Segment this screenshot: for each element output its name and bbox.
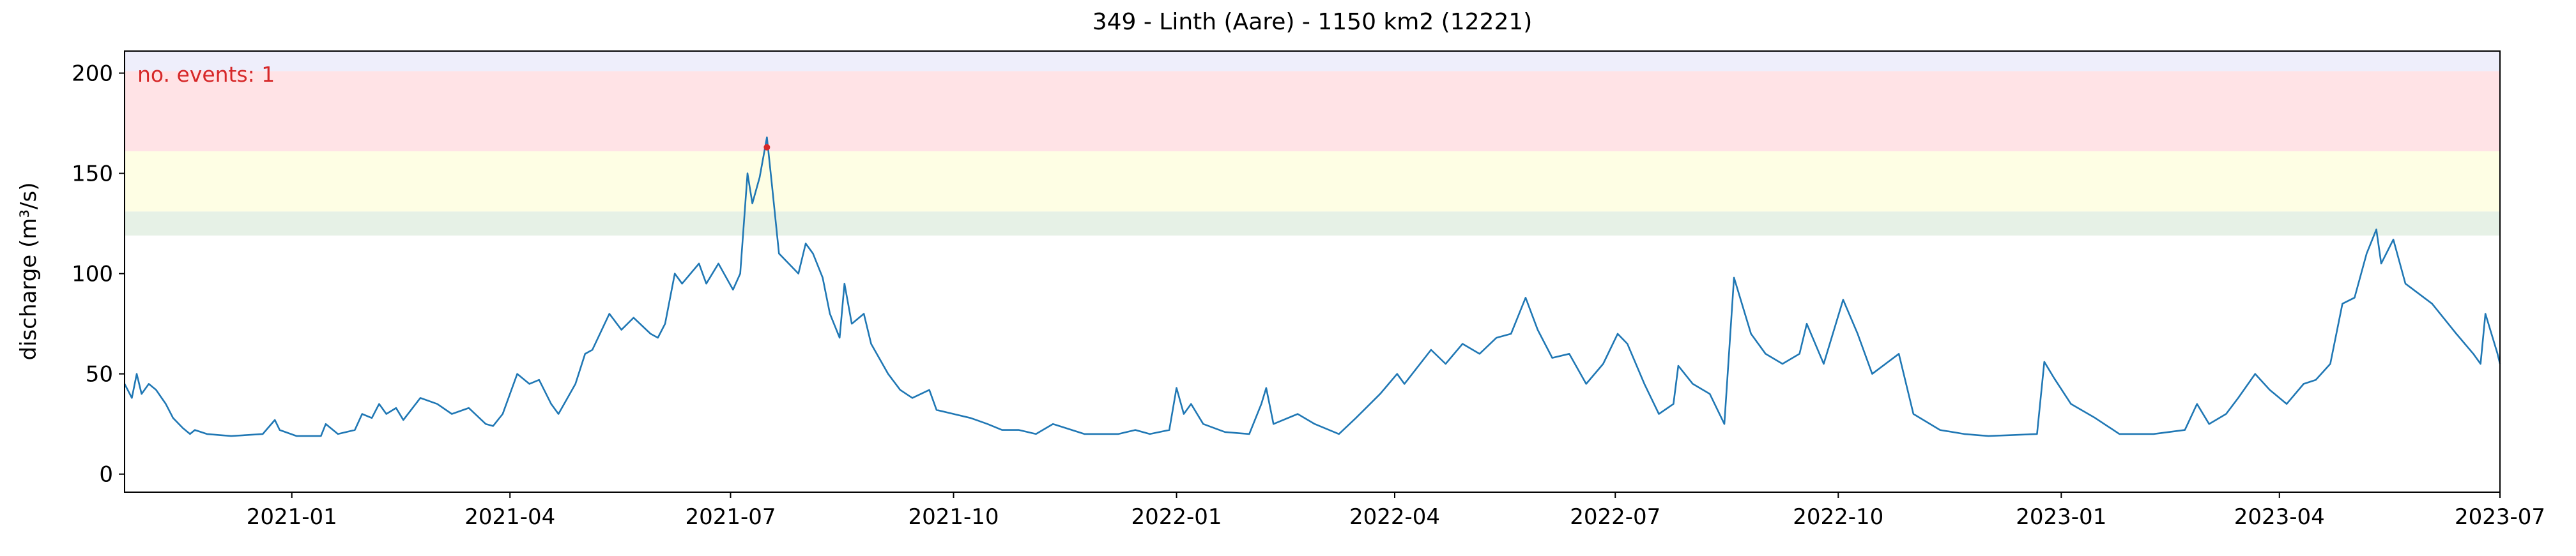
threshold-band xyxy=(125,151,2500,212)
event-marker xyxy=(763,144,770,151)
x-tick-label: 2023-04 xyxy=(2234,504,2325,530)
threshold-band xyxy=(125,71,2500,152)
plot-frame xyxy=(124,50,2501,493)
y-tick-label: 0 xyxy=(99,462,113,488)
y-tick-label: 50 xyxy=(86,362,113,387)
threshold-band xyxy=(125,51,2500,71)
y-tick-label: 200 xyxy=(72,61,113,87)
x-tick-label: 2021-01 xyxy=(247,504,337,530)
threshold-band xyxy=(125,211,2500,236)
x-tick-label: 2021-04 xyxy=(464,504,555,530)
y-tick-label: 100 xyxy=(72,262,113,287)
x-tick-label: 2021-10 xyxy=(908,504,999,530)
x-tick-label: 2023-07 xyxy=(2455,504,2545,530)
chart-title: 349 - Linth (Aare) - 1150 km2 (12221) xyxy=(1092,9,1533,35)
discharge-line xyxy=(123,136,2501,437)
y-axis-label: discharge (m³/s) xyxy=(16,183,42,361)
events-annotation: no. events: 1 xyxy=(137,62,275,87)
x-tick-label: 2022-10 xyxy=(1793,504,1883,530)
x-tick-label: 2022-07 xyxy=(1570,504,1660,530)
y-tick-label: 150 xyxy=(72,162,113,187)
x-tick-label: 2023-01 xyxy=(2016,504,2106,530)
x-tick-label: 2021-07 xyxy=(685,504,776,530)
x-tick-label: 2022-01 xyxy=(1131,504,1222,530)
x-tick-label: 2022-04 xyxy=(1349,504,1440,530)
